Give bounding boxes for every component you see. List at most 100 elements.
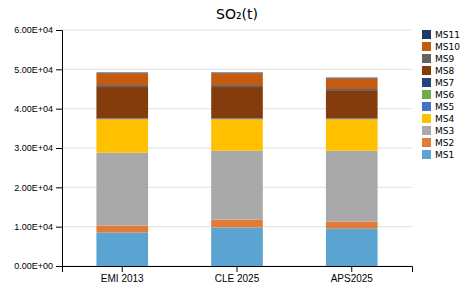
bars (96, 72, 377, 266)
bar (326, 119, 378, 150)
bar (96, 72, 148, 74)
bar (211, 220, 263, 228)
grid-line (62, 30, 412, 31)
tick-label: 6.00E+04 (14, 25, 53, 35)
series (96, 72, 377, 78)
tick-mark (122, 266, 123, 272)
bar (211, 227, 263, 266)
legend-item: MS8 (422, 66, 454, 76)
legend-label: MS8 (435, 66, 454, 76)
tick-label: 3.00E+04 (14, 143, 53, 153)
legend-swatch (422, 78, 431, 87)
bar (326, 91, 378, 119)
legend-swatch (422, 102, 431, 111)
legend-label: MS10 (435, 42, 460, 52)
legend-item: MS3 (422, 126, 454, 136)
bar (326, 229, 378, 266)
chart: 0.00E+00 1.00E+04 2.00E+04 3.00E+04 4.00E+04… (0, 0, 474, 290)
tick-label: 0.00E+00 (14, 261, 53, 271)
legend-item: MS9 (422, 54, 454, 64)
legend-item: MS2 (422, 138, 454, 148)
bar (211, 119, 263, 150)
tick-mark (56, 109, 62, 110)
legend-label: MS4 (435, 114, 454, 124)
tick-label: EMI 2013 (101, 273, 144, 284)
series (96, 119, 377, 152)
tick: 4.00E+04 (14, 104, 62, 114)
legend-item: MS6 (422, 90, 454, 100)
tick-mark (56, 69, 62, 70)
legend-swatch (422, 54, 431, 63)
tick: 3.00E+04 (14, 143, 62, 153)
tick-mark (56, 227, 62, 228)
tick-label: APS2025 (331, 273, 374, 284)
legend-label: MS1 (435, 150, 454, 160)
bar (326, 222, 378, 229)
bar (211, 85, 263, 87)
axis-line (63, 267, 413, 273)
y-axis: 0.00E+00 1.00E+04 2.00E+04 3.00E+04 4.00E+04… (14, 25, 62, 271)
bar (211, 72, 263, 74)
legend-swatch (422, 90, 431, 99)
tick: 1.00E+04 (14, 222, 62, 232)
tick: 2.00E+04 (14, 183, 62, 193)
bar (96, 87, 148, 118)
bar (211, 151, 263, 220)
bar (326, 118, 378, 119)
series (96, 87, 377, 118)
title: SO₂(t) (216, 6, 258, 22)
tick: CLE 2025 (215, 266, 260, 284)
series (96, 118, 377, 119)
tick-label: 5.00E+04 (14, 65, 53, 75)
legend: MS11 MS10 MS9 MS8 MS7 MS6 MS5 MS4 MS3 MS2 MS1 (422, 30, 460, 160)
grid-line (62, 69, 412, 70)
tick: 0.00E+00 (14, 261, 62, 271)
bar (96, 118, 148, 119)
legend-item: MS1 (422, 150, 454, 160)
bar (96, 85, 148, 87)
tick-mark (237, 266, 238, 272)
tick: 5.00E+04 (14, 65, 62, 75)
tick: 6.00E+04 (14, 25, 62, 35)
plot: 0.00E+00 1.00E+04 2.00E+04 3.00E+04 4.00E+04… (14, 25, 412, 284)
legend-label: MS11 (435, 30, 460, 40)
bar (96, 119, 148, 152)
tick-label: CLE 2025 (215, 273, 260, 284)
tick-mark (56, 266, 62, 267)
legend-swatch (422, 66, 431, 75)
tick-mark (351, 266, 352, 272)
tick-label: 2.00E+04 (14, 183, 53, 193)
legend-item: MS5 (422, 102, 454, 112)
legend-label: MS2 (435, 138, 454, 148)
tick: APS2025 (331, 266, 374, 284)
legend-swatch (422, 150, 431, 159)
legend-label: MS3 (435, 126, 454, 136)
legend-label: MS7 (435, 78, 454, 88)
legend-label: MS5 (435, 102, 454, 112)
legend-item: MS4 (422, 114, 454, 124)
bar (326, 151, 378, 222)
bar (326, 77, 378, 79)
legend-item: MS10 (422, 42, 460, 52)
bar (96, 233, 148, 266)
legend-swatch (422, 42, 431, 51)
series (96, 227, 377, 266)
bar (96, 153, 148, 226)
legend-item: MS7 (422, 78, 454, 88)
legend-swatch (422, 138, 431, 147)
legend-item: MS11 (422, 30, 460, 40)
bar (211, 73, 263, 85)
legend-swatch (422, 126, 431, 135)
tick: EMI 2013 (101, 266, 144, 284)
series (96, 73, 377, 89)
series (96, 151, 377, 226)
legend-swatch (422, 30, 431, 39)
bar (326, 89, 378, 91)
tick-label: 4.00E+04 (14, 104, 53, 114)
tick-mark (56, 148, 62, 149)
tick-mark (56, 187, 62, 188)
legend-label: MS6 (435, 90, 454, 100)
grid (62, 30, 412, 266)
bar (96, 225, 148, 232)
tick-label: 1.00E+04 (14, 222, 53, 232)
